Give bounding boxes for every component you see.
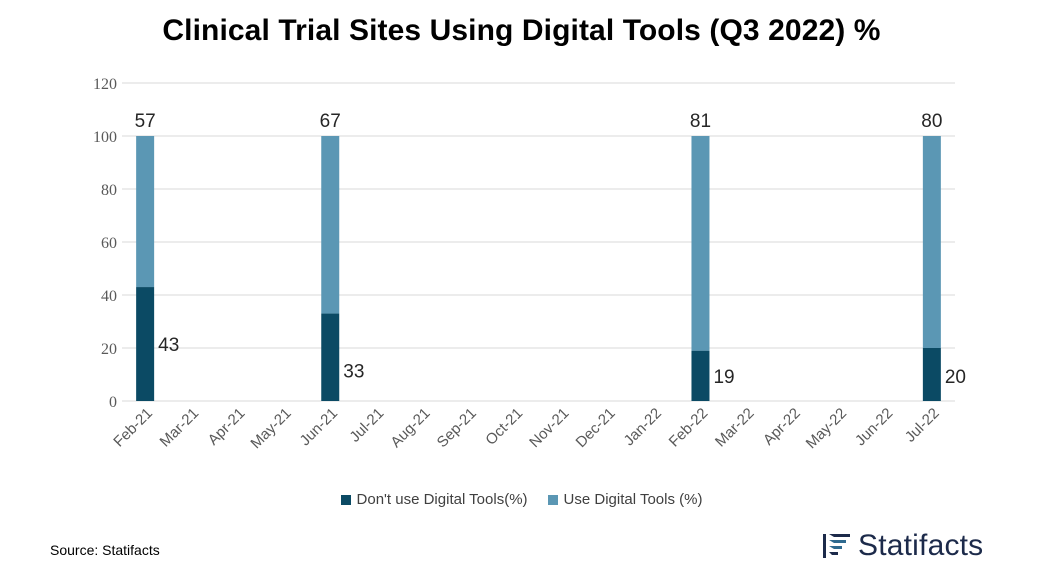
statifacts-logo-icon <box>823 534 850 558</box>
data-label-use: 57 <box>135 111 156 132</box>
chart-title: Clinical Trial Sites Using Digital Tools… <box>162 14 881 47</box>
x-tick-label: Jul-22 <box>902 405 943 446</box>
data-labels: 43 57 33 67 19 81 20 80 <box>135 111 966 388</box>
x-tick-label: Jun-21 <box>297 405 341 449</box>
legend: Don't use Digital Tools(%) Use Digital T… <box>0 491 1043 508</box>
y-tick-label: 120 <box>93 76 117 93</box>
x-tick-label: Oct-21 <box>482 405 526 449</box>
bar-dont-use <box>136 287 155 401</box>
legend-item-use: Use Digital Tools (%) <box>547 491 703 508</box>
bar-dont-use <box>922 348 941 401</box>
bar-use <box>136 136 155 288</box>
bar-dont-use <box>321 313 340 401</box>
y-axis-ticks: 0 20 40 60 80 100 120 <box>93 76 117 411</box>
data-label-use: 81 <box>690 111 711 132</box>
y-tick-label: 60 <box>101 235 117 252</box>
x-tick-label: Nov-21 <box>526 405 572 451</box>
y-tick-label: 40 <box>101 288 117 305</box>
legend-label-dont-use: Don't use Digital Tools(%) <box>356 491 528 508</box>
x-tick-label: Mar-21 <box>157 405 203 451</box>
x-tick-label: Apr-21 <box>205 405 249 449</box>
bar-use <box>922 136 941 348</box>
y-tick-label: 0 <box>109 394 117 411</box>
y-tick-label: 20 <box>101 341 117 358</box>
legend-item-dont-use: Don't use Digital Tools(%) <box>340 491 528 508</box>
legend-swatch-use <box>547 494 558 505</box>
x-tick-label: Aug-21 <box>387 405 433 451</box>
data-label-dont-use: 33 <box>343 362 364 383</box>
x-tick-label: Jun-22 <box>852 405 896 449</box>
data-label-dont-use: 19 <box>713 367 734 388</box>
bar-use <box>691 136 710 351</box>
y-tick-label: 100 <box>93 129 117 146</box>
gridlines <box>122 82 955 402</box>
data-label-dont-use: 43 <box>158 335 179 356</box>
x-tick-label: Feb-21 <box>110 405 156 451</box>
x-tick-label: May-22 <box>803 405 850 452</box>
y-tick-label: 80 <box>101 182 117 199</box>
x-tick-label: Feb-22 <box>666 405 712 451</box>
legend-swatch-dont-use <box>340 494 351 505</box>
bar-use <box>321 136 340 314</box>
x-tick-label: Apr-22 <box>760 405 804 449</box>
legend-label-use: Use Digital Tools (%) <box>563 491 703 508</box>
x-tick-label: Sep-21 <box>434 405 480 451</box>
brand-logo: Statifacts <box>822 529 983 563</box>
brand-name: Statifacts <box>858 529 984 562</box>
data-label-use: 67 <box>320 111 341 132</box>
x-tick-label: Jan-22 <box>621 405 665 449</box>
data-label-use: 80 <box>921 111 942 132</box>
source-note: Source: Statifacts <box>50 542 160 558</box>
x-tick-label: Mar-22 <box>712 405 758 451</box>
bar-dont-use <box>691 350 710 401</box>
x-tick-label: May-21 <box>247 405 294 452</box>
bars <box>136 136 941 401</box>
data-label-dont-use: 20 <box>945 367 966 388</box>
x-tick-label: Dec-21 <box>573 405 619 451</box>
x-tick-label: Jul-21 <box>346 405 387 446</box>
